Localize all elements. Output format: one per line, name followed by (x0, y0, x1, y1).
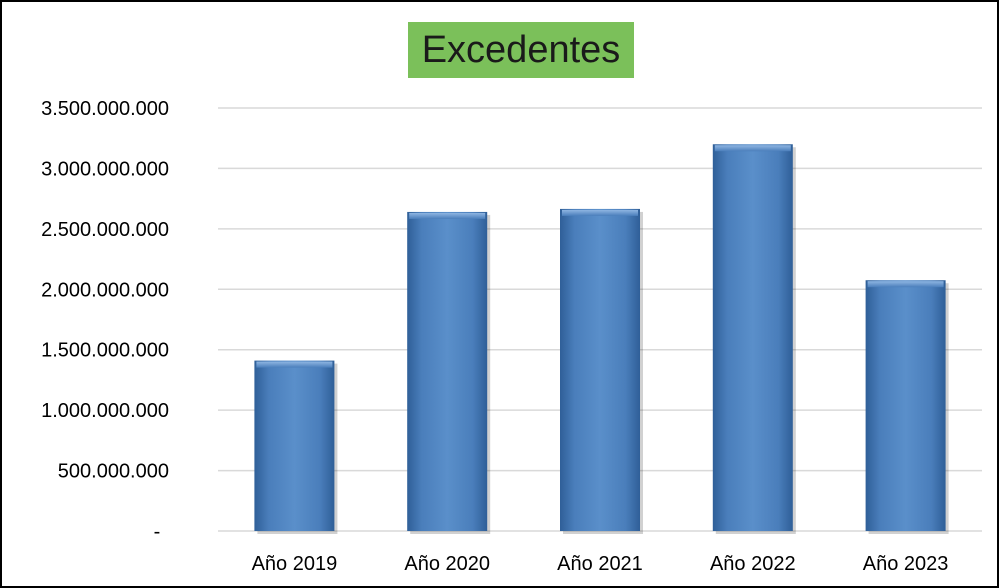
bar-bevel (562, 209, 638, 216)
chart-title: Excedentes (421, 28, 621, 71)
bars (254, 144, 949, 535)
x-tick-label: Año 2023 (863, 553, 949, 575)
y-tick-label: 2.500.000.000 (41, 219, 169, 241)
y-tick-label: 500.000.000 (58, 461, 169, 483)
y-tick-label: 2.000.000.000 (41, 279, 169, 301)
y-tick-label: 1.000.000.000 (41, 400, 169, 422)
y-axis: - 500.000.000 1.000.000.000 1.500.000.000 2.… (41, 98, 169, 543)
x-tick-label: Año 2019 (252, 553, 338, 575)
bar-bevel (409, 212, 486, 219)
bar (560, 208, 643, 534)
y-tick-label: 1.500.000.000 (41, 340, 169, 362)
bar-body (254, 360, 335, 531)
bar (254, 360, 338, 534)
bar-bevel (867, 281, 944, 288)
bar (865, 280, 949, 534)
y-tick-label: 3.500.000.000 (41, 98, 169, 120)
x-tick-label: Año 2022 (710, 553, 796, 575)
x-tick-label: Año 2020 (404, 553, 490, 575)
y-tick-label: 3.000.000.000 (41, 158, 169, 180)
chart-title-box: Excedentes (408, 22, 634, 78)
y-tick-label: - (154, 521, 161, 543)
x-axis: Año 2019 Año 2020 Año 2021 Año 2022 Año 2023 (252, 553, 949, 575)
x-tick-label: Año 2021 (557, 553, 643, 575)
bar-bevel (714, 145, 791, 152)
bar-bevel (256, 361, 333, 368)
bar-body (865, 280, 946, 531)
bar (712, 144, 796, 534)
bar-body (560, 208, 640, 531)
bar-body (407, 211, 488, 532)
bar-body (712, 144, 793, 531)
bar (407, 211, 491, 535)
